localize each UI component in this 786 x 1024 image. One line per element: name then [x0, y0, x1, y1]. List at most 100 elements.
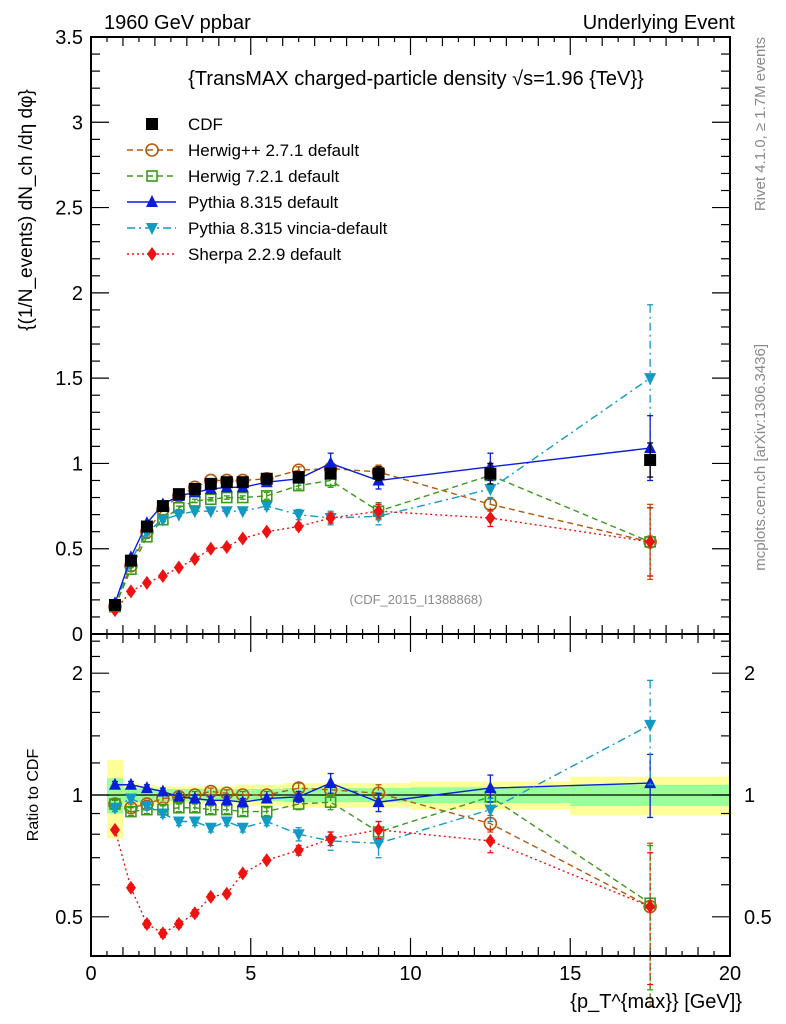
legend-marker [146, 170, 158, 182]
data-point [156, 808, 169, 821]
data-point [237, 531, 248, 546]
data-point [205, 889, 216, 904]
data-point [141, 575, 152, 590]
data-point [292, 789, 305, 802]
data-point [124, 554, 137, 567]
header-left: 1960 GeV ppbar [104, 12, 251, 34]
data-point [260, 490, 273, 502]
analysis-watermark: (CDF_2015_I1388868) [350, 592, 483, 607]
data-point [189, 551, 200, 566]
data-point [204, 793, 217, 806]
legend-marker [145, 143, 159, 157]
data-point [173, 801, 185, 814]
ratio-y-tick-label-right: 2 [744, 663, 755, 685]
data-point [220, 491, 233, 504]
legend-label: CDF [188, 115, 223, 134]
data-point [325, 831, 336, 846]
data-point [324, 467, 337, 480]
x-tick-label: 5 [245, 963, 256, 985]
y-tick-label: 1.5 [55, 368, 83, 390]
main-series-pythia-8-315-vincia-default [108, 304, 657, 614]
ratio-panel-series [108, 679, 657, 1008]
data-point [237, 866, 248, 881]
data-point [292, 509, 305, 522]
data-point [372, 838, 385, 851]
ratio-y-tick-label-right: 0.5 [744, 907, 772, 929]
data-point [188, 483, 201, 496]
legend-item: Sherpa 2.2.9 default [127, 245, 341, 264]
ratio-y-axis-label: Ratio to CDF [25, 749, 42, 842]
mcplots-credit-label: mcplots.cern.ch [arXiv:1306.3436] [752, 344, 769, 571]
data-point [189, 906, 200, 921]
main-panel-frame [90, 36, 731, 635]
data-point [140, 520, 153, 533]
data-point [221, 886, 232, 901]
data-point [324, 776, 337, 789]
data-point [172, 488, 185, 501]
header-right: Underlying Event [583, 12, 736, 34]
data-point [220, 506, 233, 519]
y-tick-label: 1 [72, 453, 83, 475]
legend-marker [146, 118, 158, 130]
data-point [173, 916, 184, 931]
data-point [188, 816, 201, 829]
main-series-cdf [108, 442, 657, 612]
data-point [324, 456, 337, 469]
data-point [156, 514, 169, 527]
data-point [372, 795, 385, 808]
data-point [157, 569, 168, 584]
data-point [156, 500, 169, 513]
data-point [157, 926, 168, 941]
legend-label: Pythia 8.315 default [188, 193, 339, 212]
data-point [125, 584, 136, 599]
data-point [292, 471, 305, 484]
data-point [221, 540, 232, 555]
data-point [188, 506, 201, 519]
data-point [644, 373, 657, 386]
data-point [109, 822, 120, 837]
data-point [108, 802, 121, 815]
y-tick-label: 3.5 [55, 27, 83, 49]
y-tick-label: 2.5 [55, 198, 83, 220]
legend-label: Herwig++ 2.7.1 default [188, 141, 359, 160]
data-point [125, 880, 136, 895]
legend-marker [146, 223, 158, 235]
data-point [292, 829, 305, 842]
y-tick-label: 0 [72, 624, 83, 646]
data-point [188, 791, 201, 804]
ratio-panel-ticks: 0.5 0.51 12 20 5 10 15 20 [55, 634, 772, 985]
data-point [124, 793, 137, 806]
legend-item: Pythia 8.315 default [127, 193, 339, 212]
data-point [325, 511, 336, 526]
data-point [140, 781, 153, 794]
legend-item: Herwig 7.2.1 default [127, 167, 339, 186]
ratio-y-tick-label: 1 [72, 785, 83, 807]
ratio-y-tick-label-right: 1 [744, 785, 755, 807]
data-point [373, 822, 384, 837]
legend-label: Sherpa 2.2.9 default [188, 245, 341, 264]
data-point [644, 719, 657, 732]
data-point [172, 509, 185, 522]
ratio-y-tick-label: 0.5 [55, 907, 83, 929]
x-tick-label: 15 [559, 963, 581, 985]
x-axis-label: {p_T^{max}} [GeV]} [570, 991, 742, 1013]
data-point [260, 816, 273, 829]
legend-marker [146, 195, 158, 207]
data-point [204, 506, 217, 519]
data-point [293, 519, 304, 534]
main-panel-series [108, 304, 657, 618]
data-point [172, 789, 185, 802]
data-point [644, 454, 657, 467]
data-point [141, 916, 152, 931]
x-tick-label: 20 [719, 963, 741, 985]
data-point [236, 795, 249, 808]
data-point [324, 796, 337, 808]
data-point [261, 524, 272, 539]
legend-marker [147, 247, 157, 261]
data-point [205, 493, 217, 506]
data-point [645, 534, 656, 549]
data-point [484, 484, 497, 497]
data-point [108, 777, 121, 790]
data-point [172, 816, 185, 829]
data-point [236, 506, 249, 519]
